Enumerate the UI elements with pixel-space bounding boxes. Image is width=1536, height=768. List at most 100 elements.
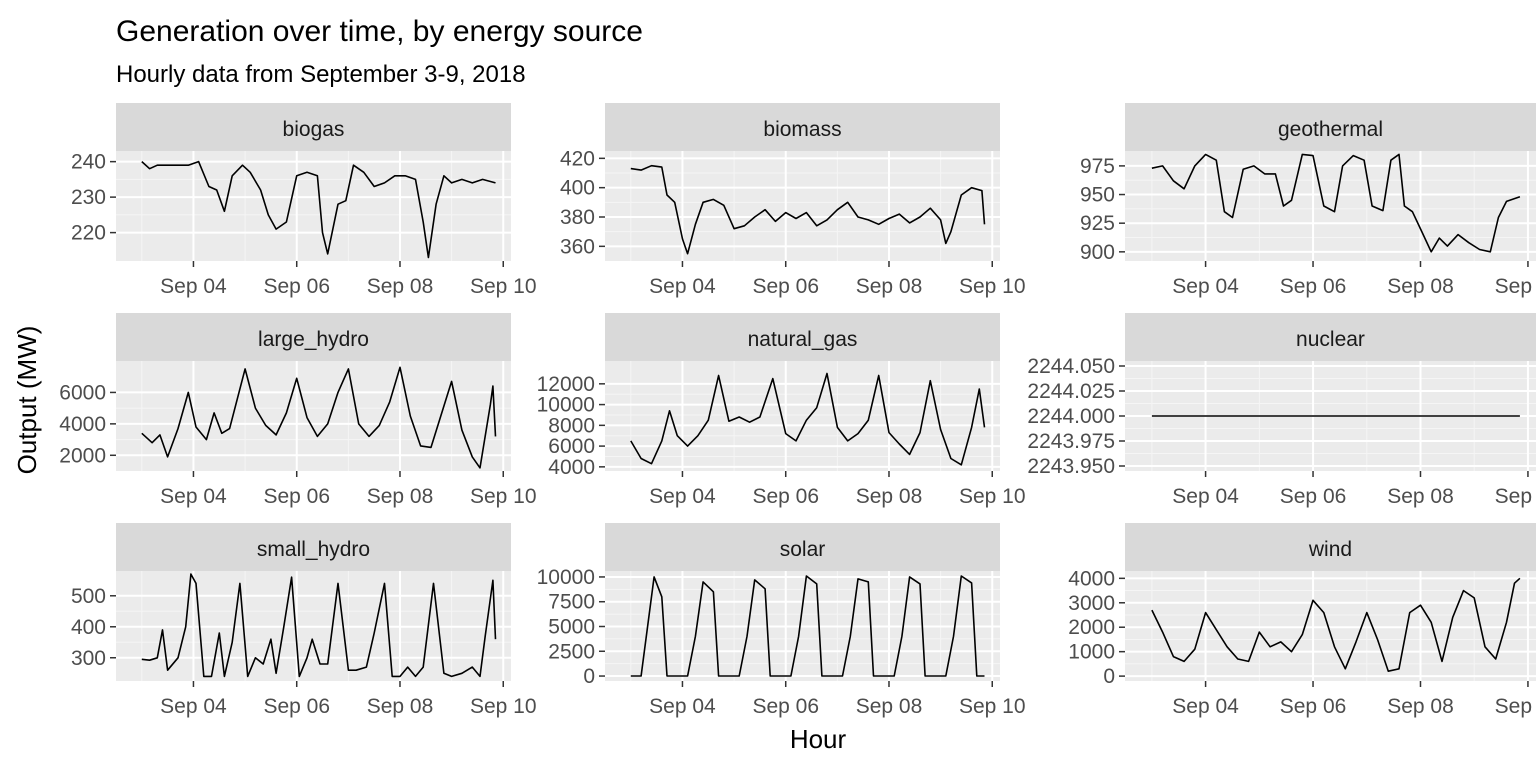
x-tick-label: Sep 10 <box>470 485 537 508</box>
x-tick-label: Sep 04 <box>160 275 227 298</box>
facet-strip <box>1125 523 1536 571</box>
facet-panel <box>116 151 511 261</box>
y-tick-label: 8000 <box>548 414 595 437</box>
y-tick-label: 2244.025 <box>1027 380 1115 403</box>
y-tick-label: 10000 <box>537 394 595 417</box>
series-line-large_hydro <box>141 366 497 469</box>
facet-biogas: biogas 220 230 240 Sep 04 Sep 06 Sep 08 Sep 10 <box>71 103 537 298</box>
y-tick-label: 3000 <box>1068 592 1115 615</box>
facet-strip <box>116 313 511 361</box>
y-tick-label: 4000 <box>1068 567 1115 590</box>
gridlines <box>605 151 1000 261</box>
facet-strip-label: wind <box>1308 538 1352 561</box>
x-tick-label: Sep 08 <box>1387 485 1454 508</box>
y-tick-label: 12000 <box>537 373 595 396</box>
gridlines <box>1125 151 1536 261</box>
y-tick-label: 0 <box>583 665 595 688</box>
y-tick-label: 420 <box>560 147 595 170</box>
y-tick-label: 925 <box>1080 212 1115 235</box>
facet-strip-label: nuclear <box>1296 328 1365 351</box>
x-tick-label: Sep 08 <box>367 695 434 718</box>
facet-biomass: biomass 360 380 400 420 Sep 04 Sep 06 Sep 08 Sep… <box>560 103 1026 298</box>
x-tick-label: Sep 04 <box>160 485 227 508</box>
facet-strip-label: geothermal <box>1278 118 1383 141</box>
y-tick-label: 240 <box>71 151 106 174</box>
y-tick-label: 10000 <box>537 566 595 589</box>
x-tick-label: Sep 10 <box>959 695 1026 718</box>
gridlines <box>116 151 511 261</box>
x-tick-label: Sep 06 <box>1280 695 1347 718</box>
series-line-biogas <box>141 160 496 259</box>
x-axis-title: Hour <box>790 724 847 754</box>
y-tick-label: 975 <box>1080 155 1115 178</box>
facet-small_hydro: small_hydro 300 400 500 Sep 04 Sep 06 Sep 08 Se… <box>71 523 537 718</box>
x-tick-label: Sep 10 <box>1495 485 1536 508</box>
chart-subtitle: Hourly data from September 3-9, 2018 <box>116 61 526 88</box>
facet-strip-label: biogas <box>283 118 345 141</box>
y-tick-label: 4000 <box>59 413 106 436</box>
facet-strip-label: biomass <box>763 118 841 141</box>
x-tick-label: Sep 06 <box>752 695 819 718</box>
x-tick-label: Sep 08 <box>856 275 923 298</box>
y-tick-label: 400 <box>71 616 106 639</box>
x-tick-label: Sep 06 <box>263 485 330 508</box>
x-tick-label: Sep 04 <box>1172 695 1239 718</box>
gridlines <box>605 361 1000 471</box>
x-tick-label: Sep 06 <box>263 695 330 718</box>
x-tick-label: Sep 10 <box>470 695 537 718</box>
y-tick-label: 900 <box>1080 241 1115 264</box>
y-tick-label: 2000 <box>1068 616 1115 639</box>
x-tick-label: Sep 10 <box>959 485 1026 508</box>
x-tick-label: Sep 06 <box>263 275 330 298</box>
y-tick-label: 300 <box>71 647 106 670</box>
facet-strip <box>605 313 1000 361</box>
x-tick-label: Sep 08 <box>1387 275 1454 298</box>
facet-strip-label: natural_gas <box>748 328 858 351</box>
x-tick-label: Sep 04 <box>1172 485 1239 508</box>
x-tick-label: Sep 10 <box>470 275 537 298</box>
series-line-solar <box>630 575 985 677</box>
y-axis-title: Output (MW) <box>12 326 42 475</box>
chart-title: Generation over time, by energy source <box>116 15 643 48</box>
x-tick-label: Sep 10 <box>959 275 1026 298</box>
x-tick-label: Sep 10 <box>1495 275 1536 298</box>
series-line-natural_gas <box>630 372 986 466</box>
facet-strip-label: large_hydro <box>258 328 369 351</box>
y-tick-label: 2243.950 <box>1027 455 1115 478</box>
x-tick-label: Sep 08 <box>367 275 434 298</box>
series-line-wind <box>1151 577 1521 672</box>
x-tick-label: Sep 06 <box>752 485 819 508</box>
x-tick-label: Sep 06 <box>1280 485 1347 508</box>
y-tick-label: 2500 <box>548 640 595 663</box>
y-tick-label: 6000 <box>59 381 106 404</box>
facet-geothermal: geothermal 900 925 950 975 Sep 04 Sep 06 Sep 08… <box>1080 103 1536 298</box>
gridlines <box>1125 571 1536 681</box>
y-tick-label: 4000 <box>548 456 595 479</box>
facet-strip <box>605 523 1000 571</box>
y-tick-label: 2243.975 <box>1027 430 1115 453</box>
y-tick-label: 400 <box>560 177 595 200</box>
y-tick-label: 5000 <box>548 615 595 638</box>
facet-panel <box>605 151 1000 261</box>
facet-strip <box>116 103 511 151</box>
facet-strip <box>605 103 1000 151</box>
x-tick-label: Sep 08 <box>856 485 923 508</box>
x-tick-label: Sep 08 <box>856 695 923 718</box>
facet-strip-label: solar <box>780 538 826 561</box>
x-tick-label: Sep 04 <box>649 275 716 298</box>
x-tick-label: Sep 04 <box>160 695 227 718</box>
x-tick-label: Sep 06 <box>1280 275 1347 298</box>
y-tick-label: 950 <box>1080 184 1115 207</box>
y-tick-label: 2000 <box>59 444 106 467</box>
series-line-geothermal <box>1151 153 1521 253</box>
x-tick-label: Sep 10 <box>1495 695 1536 718</box>
facet-strip-label: small_hydro <box>257 538 370 561</box>
facet-panel <box>1125 571 1536 681</box>
facet-large_hydro: large_hydro 2000 4000 6000 Sep 04 Sep 06 Sep 0… <box>59 313 537 508</box>
facet-strip <box>1125 313 1536 361</box>
